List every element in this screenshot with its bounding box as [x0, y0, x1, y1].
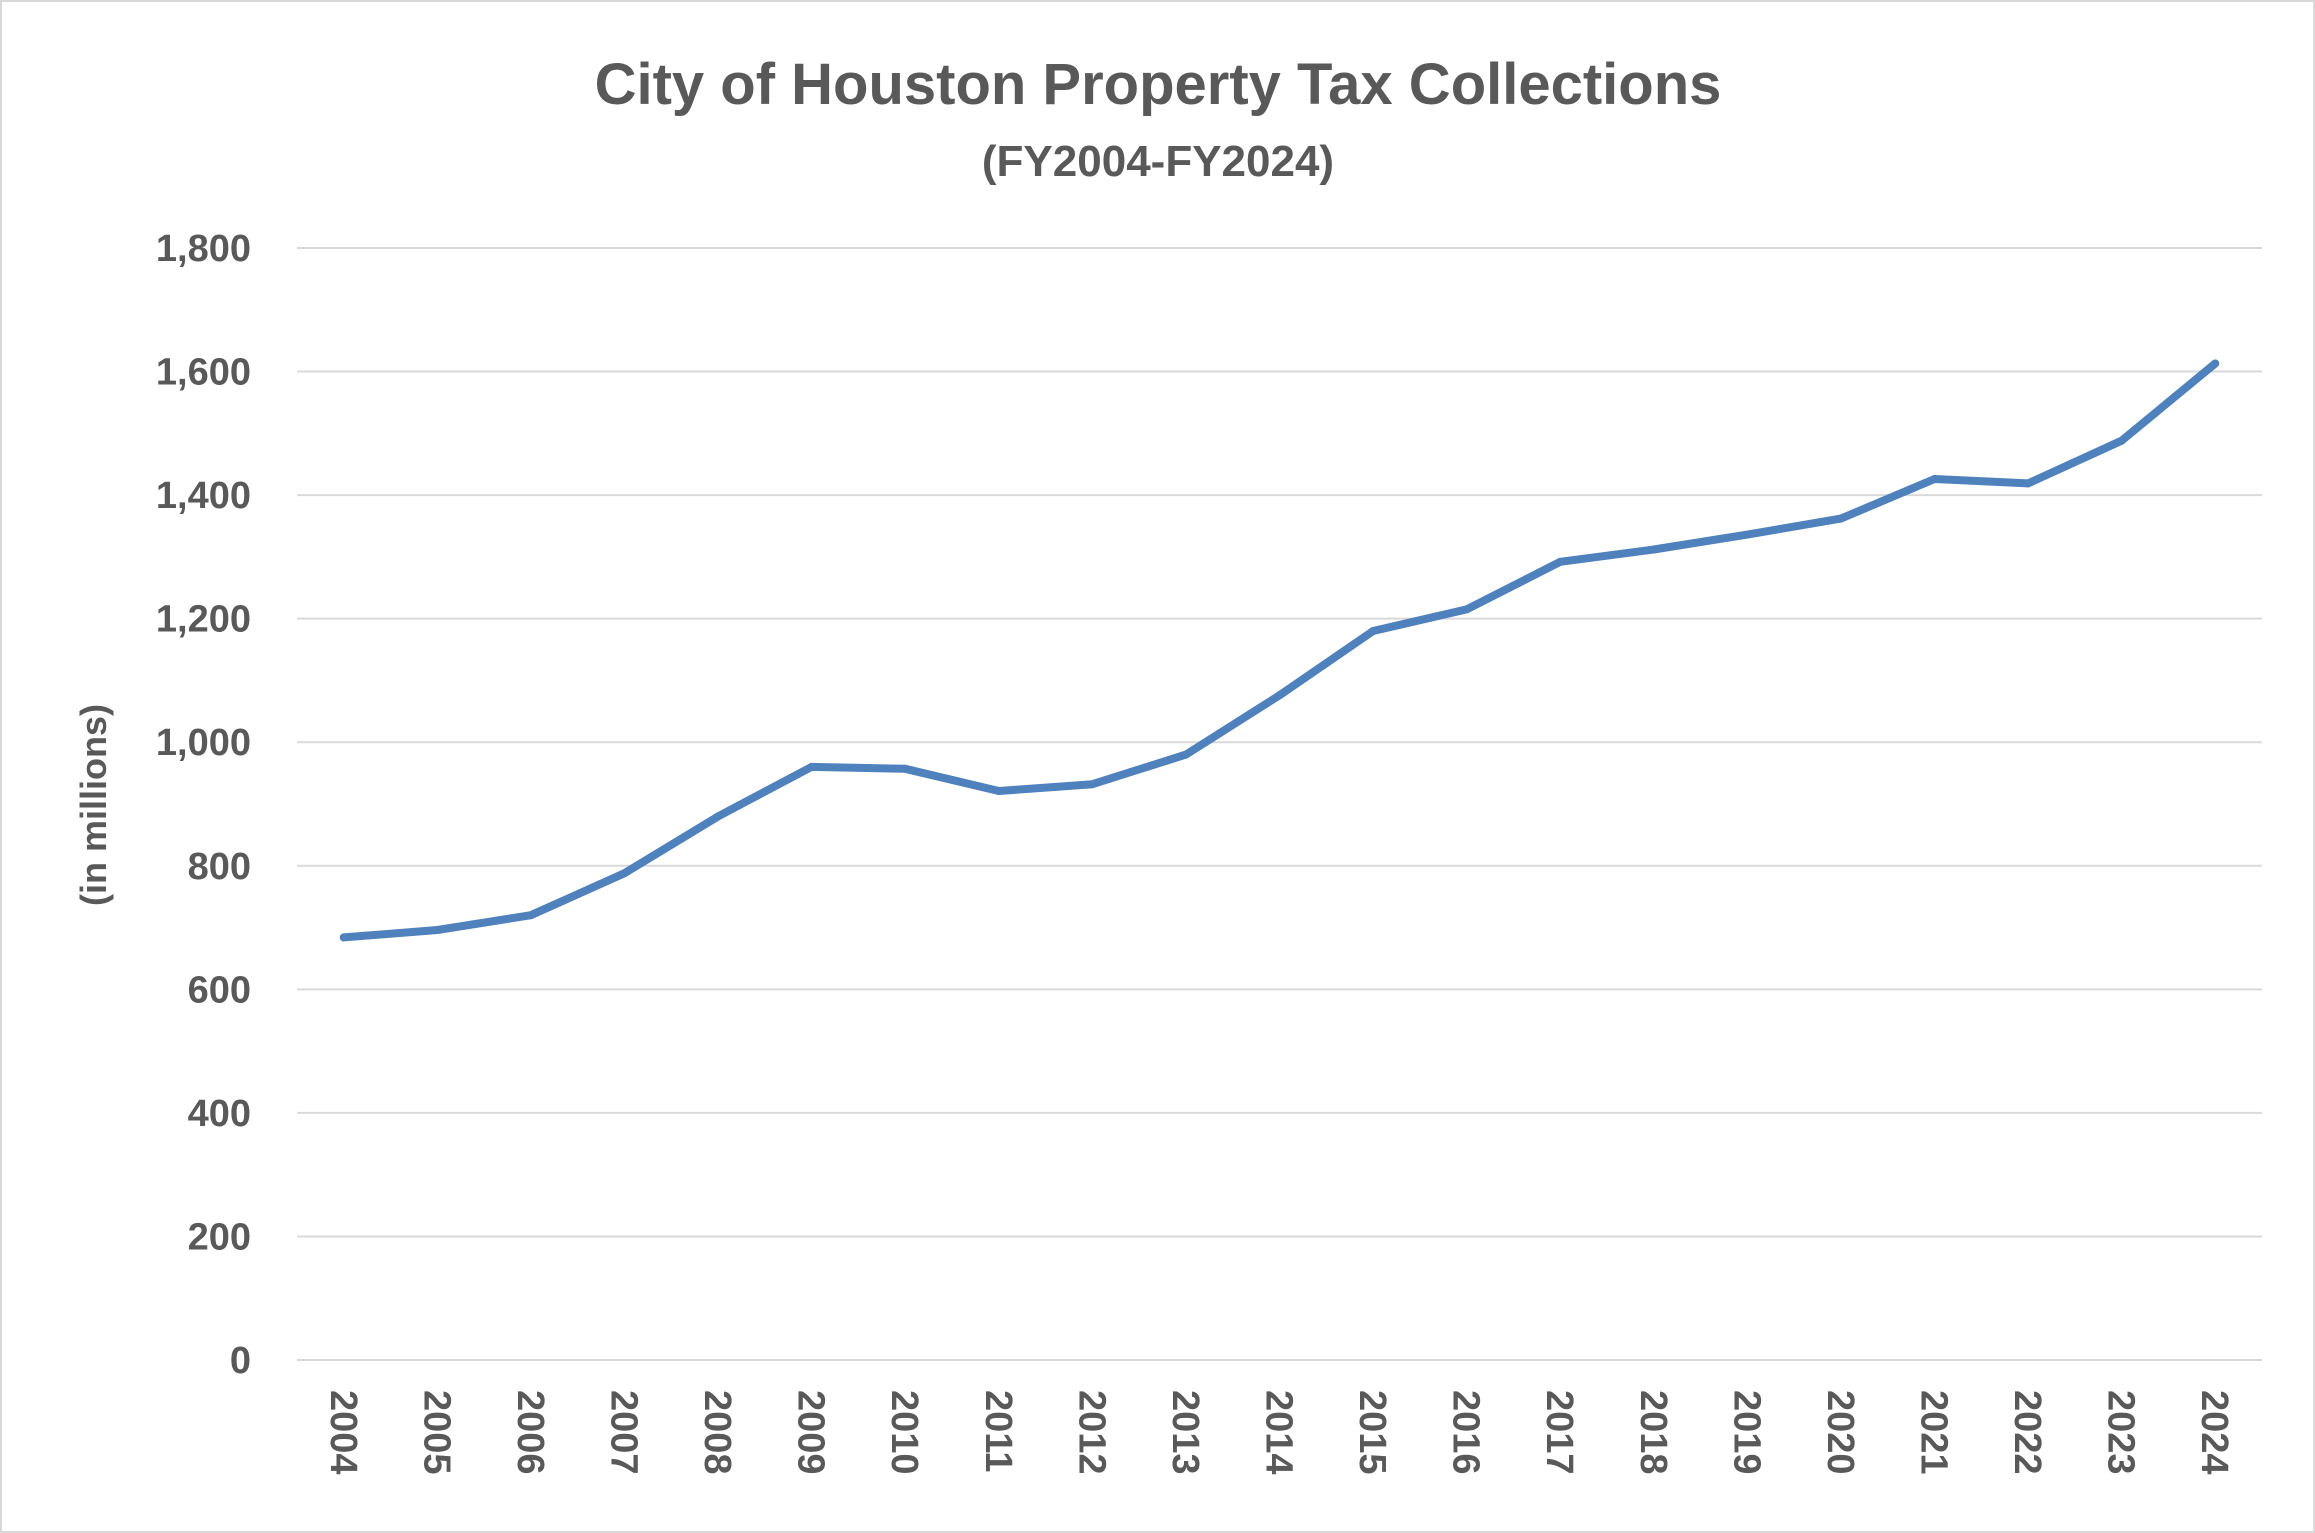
data-point [1743, 530, 1752, 539]
y-tick-label: 200 [188, 1216, 251, 1258]
data-point [1836, 514, 1845, 523]
data-point [526, 911, 535, 920]
data-point [339, 933, 348, 942]
y-tick-label: 1,200 [156, 599, 251, 641]
y-axis-ticks: 0 200 400 600 800 1,000 1,200 1,400 1,600 1,800 [156, 228, 251, 1382]
chart-subtitle: (FY2004-FY2024) [982, 137, 1334, 186]
x-tick-label: 2014 [1258, 1390, 1300, 1475]
data-point [2211, 359, 2220, 368]
y-tick-label: 800 [188, 846, 251, 888]
x-tick-label: 2016 [1445, 1390, 1487, 1475]
x-tick-label: 2020 [1819, 1390, 1861, 1475]
x-axis-ticks: 2004 2005 2006 2007 2008 2009 2010 2011 2012 2013… [322, 1390, 2235, 1475]
y-tick-label: 600 [188, 969, 251, 1011]
gridlines [297, 247, 2262, 1361]
x-tick-label: 2019 [1725, 1390, 1767, 1475]
x-tick-label: 2010 [883, 1390, 925, 1475]
x-tick-label: 2018 [1632, 1390, 1674, 1475]
y-tick-label: 400 [188, 1093, 251, 1135]
data-point [2117, 436, 2126, 445]
x-tick-label: 2013 [1164, 1390, 1206, 1475]
x-tick-label: 2022 [2006, 1390, 2048, 1475]
x-tick-label: 2021 [1913, 1390, 1955, 1475]
series-line [339, 359, 2220, 942]
data-point [994, 787, 1003, 796]
x-tick-label: 2008 [696, 1390, 738, 1475]
x-tick-label: 2015 [1351, 1390, 1393, 1475]
data-point [433, 926, 442, 935]
data-point [807, 762, 816, 771]
y-tick-label: 1,600 [156, 352, 251, 394]
x-tick-label: 2011 [977, 1390, 1019, 1472]
data-point [901, 764, 910, 773]
data-point [2024, 479, 2033, 488]
y-tick-label: 1,400 [156, 475, 251, 517]
chart-title: City of Houston Property Tax Collections [595, 52, 1722, 117]
data-point [1088, 780, 1097, 789]
x-tick-label: 2006 [509, 1390, 551, 1475]
data-point [1369, 627, 1378, 636]
x-tick-label: 2024 [2193, 1390, 2235, 1475]
data-point [1462, 605, 1471, 614]
x-tick-label: 2012 [1070, 1390, 1112, 1475]
x-tick-label: 2017 [1538, 1390, 1580, 1475]
x-tick-label: 2004 [322, 1390, 364, 1475]
data-point [1930, 475, 1939, 484]
y-tick-label: 0 [230, 1340, 251, 1382]
data-point [714, 812, 723, 821]
data-point [620, 869, 629, 878]
x-tick-label: 2023 [2100, 1390, 2142, 1475]
y-axis-label: (in millions) [73, 704, 114, 906]
data-point [1556, 557, 1565, 566]
x-tick-label: 2009 [790, 1390, 832, 1475]
x-tick-label: 2005 [415, 1390, 457, 1475]
data-point [1181, 750, 1190, 759]
series-layer [339, 359, 2220, 942]
y-tick-label: 1,800 [156, 228, 251, 270]
y-tick-label: 1,000 [156, 722, 251, 764]
x-tick-label: 2007 [603, 1390, 645, 1475]
data-point [1275, 691, 1284, 700]
data-point [1649, 545, 1658, 554]
